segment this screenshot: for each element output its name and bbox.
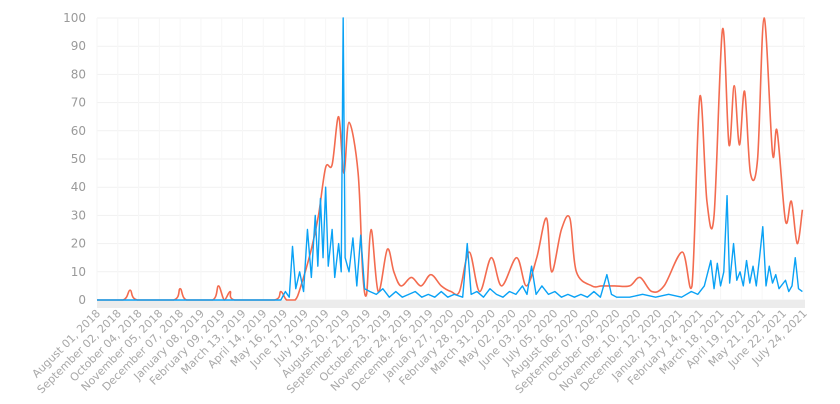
y-tick-label: 0 bbox=[78, 293, 86, 307]
y-tick-label: 70 bbox=[71, 96, 86, 110]
y-tick-label: 10 bbox=[71, 265, 86, 279]
series-lines bbox=[96, 17, 804, 301]
series-line-smoothed bbox=[96, 17, 804, 301]
x-axis-band bbox=[97, 300, 805, 308]
y-axis: 0 10 20 30 40 50 60 70 80 90 100 bbox=[63, 11, 86, 307]
y-tick-label: 80 bbox=[71, 67, 86, 81]
y-tick-label: 50 bbox=[71, 152, 86, 166]
y-tick-label: 20 bbox=[71, 237, 86, 251]
y-tick-label: 100 bbox=[63, 11, 86, 25]
y-tick-label: 90 bbox=[71, 39, 86, 53]
series-line-daily bbox=[97, 17, 803, 301]
gridlines bbox=[96, 17, 805, 301]
y-tick-label: 40 bbox=[71, 180, 86, 194]
y-tick-label: 60 bbox=[71, 124, 86, 138]
y-tick-label: 30 bbox=[71, 208, 86, 222]
